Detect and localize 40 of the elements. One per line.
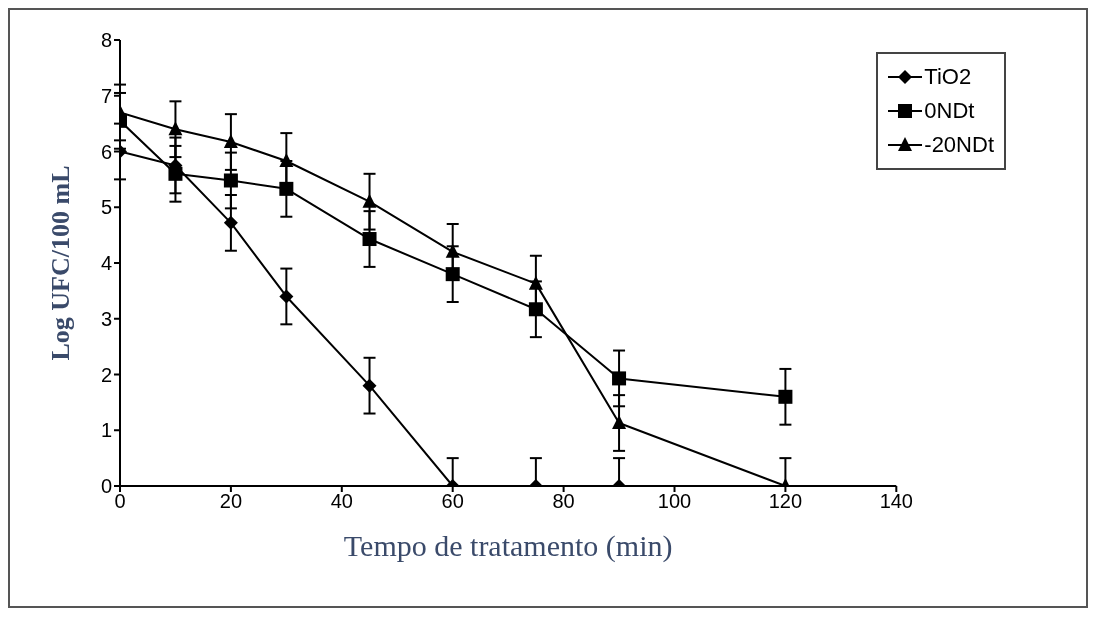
point: [612, 371, 627, 386]
y-tick-label: 6: [100, 140, 112, 163]
y-tick-label: 8: [100, 29, 112, 52]
point: [445, 243, 460, 258]
y-tick-label: 1: [100, 419, 112, 442]
y-tick-label: 0: [100, 475, 112, 498]
point: [362, 193, 377, 208]
point: [778, 389, 793, 404]
point: [279, 181, 294, 196]
point: [168, 121, 183, 136]
point: [362, 232, 377, 247]
point: [445, 267, 460, 282]
x-tick-label: 120: [768, 490, 803, 513]
point: [362, 378, 377, 393]
point: [223, 215, 238, 230]
legend-label: TiO2: [924, 63, 972, 91]
y-tick-label: 2: [100, 363, 112, 386]
point: [279, 152, 294, 167]
x-tick-label: 140: [879, 490, 913, 513]
x-tick-label: 80: [552, 490, 575, 513]
x-tick-label: 0: [114, 490, 126, 513]
x-tick-label: 20: [219, 490, 243, 513]
point: [279, 289, 294, 304]
point: [528, 302, 543, 317]
point: [528, 275, 543, 290]
y-tick-label: 4: [100, 252, 112, 275]
point: [612, 415, 627, 429]
y-tick-label: 3: [100, 307, 112, 330]
y-tick-label: 5: [100, 196, 112, 219]
x-axis-title: Tempo de tratamento (min): [343, 529, 673, 563]
y-tick-label: 7: [100, 84, 112, 107]
point: [223, 134, 238, 149]
x-tick-label: 100: [657, 490, 692, 513]
point: [223, 173, 238, 188]
x-tick-label: 60: [441, 490, 464, 513]
x-tick-label: 40: [330, 490, 353, 513]
legend-label: 0NDt: [924, 97, 975, 125]
point: [168, 166, 183, 181]
y-axis-title: Log UFC/100 mL: [46, 165, 76, 361]
legend-label: -20NDt: [924, 131, 994, 159]
